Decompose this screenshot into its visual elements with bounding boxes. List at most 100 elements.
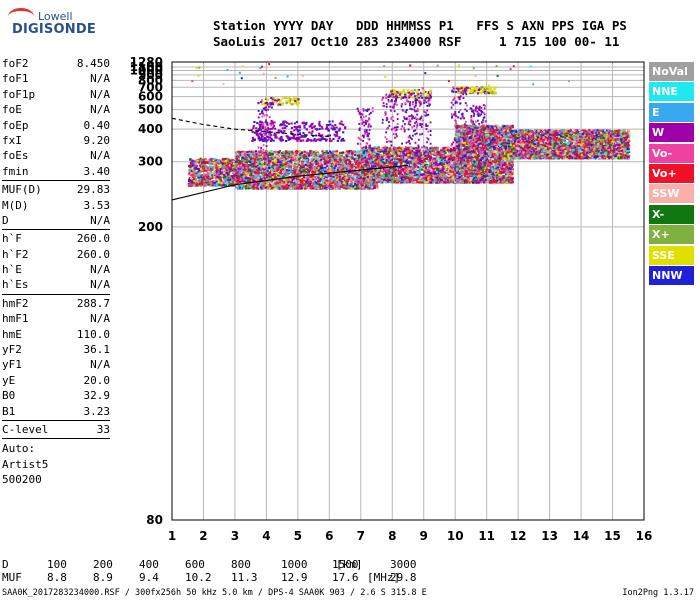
echo-point xyxy=(314,183,317,186)
echo-point xyxy=(269,172,272,175)
echo-point xyxy=(203,183,206,186)
echo-point xyxy=(273,163,276,166)
echo-point xyxy=(310,183,314,186)
echo-point xyxy=(233,169,236,172)
echo-point xyxy=(231,164,235,167)
echo-point xyxy=(215,180,218,183)
echo-point xyxy=(216,166,219,169)
echo-point xyxy=(315,160,318,163)
echo-point xyxy=(270,156,274,159)
echo-point xyxy=(258,153,261,156)
echo-point xyxy=(284,175,287,178)
echo-point xyxy=(321,184,324,187)
echo-point xyxy=(268,168,271,171)
echo-point xyxy=(300,161,304,164)
param-name: yE xyxy=(2,373,16,387)
echo-point xyxy=(209,162,212,165)
echo-point xyxy=(361,187,364,190)
echo-point xyxy=(275,151,278,154)
echo-point xyxy=(377,151,380,154)
echo-point xyxy=(229,180,232,183)
param-row: hmE 110.0 xyxy=(2,327,110,342)
echo-point xyxy=(255,163,259,166)
echo-point xyxy=(266,182,270,185)
echo-point xyxy=(284,174,287,177)
echo-point xyxy=(256,187,259,190)
echo-point xyxy=(300,151,304,154)
echo-point xyxy=(358,185,361,188)
echo-point xyxy=(309,162,313,165)
echo-point xyxy=(261,177,264,180)
echo-point xyxy=(197,174,200,177)
echo-point xyxy=(290,161,293,164)
echo-point xyxy=(335,174,338,177)
echo-point xyxy=(323,181,326,184)
echo-point xyxy=(276,165,279,168)
echo-point xyxy=(336,160,339,163)
legend-item-vominus: Vo- xyxy=(649,143,694,163)
echo-point xyxy=(282,150,285,153)
echo-point xyxy=(287,155,290,158)
echo-point xyxy=(197,170,200,173)
param-value: 110.0 xyxy=(76,327,110,341)
echo-point xyxy=(216,170,220,173)
echo-point xyxy=(408,154,411,157)
echo-point xyxy=(253,166,256,169)
y-tick-label: 500 xyxy=(138,103,163,117)
param-value: N/A xyxy=(90,103,110,117)
echo-point xyxy=(324,176,327,179)
echo-point xyxy=(345,167,348,170)
echo-point xyxy=(349,160,352,163)
echo-point xyxy=(272,184,275,187)
echo-point xyxy=(204,161,207,164)
param-value: 33 xyxy=(96,422,110,436)
echo-point xyxy=(438,168,441,171)
echo-point xyxy=(309,178,312,181)
echo-point xyxy=(300,163,304,166)
echo-point xyxy=(277,162,280,165)
echo-point xyxy=(366,182,370,185)
echo-point xyxy=(305,180,308,183)
echo-point xyxy=(338,175,342,178)
echo-point xyxy=(312,182,315,185)
echo-point xyxy=(222,172,225,175)
echo-point xyxy=(357,178,360,181)
echo-point xyxy=(331,173,334,176)
echo-point xyxy=(396,175,399,178)
echo-point xyxy=(303,172,306,175)
echo-point xyxy=(277,176,281,179)
echo-point xyxy=(279,163,282,166)
echo-point xyxy=(214,159,217,162)
echo-point xyxy=(353,158,356,161)
echo-point xyxy=(206,160,209,163)
echo-point xyxy=(328,184,331,187)
echo-point xyxy=(216,173,219,176)
echo-point xyxy=(258,161,261,164)
echo-point xyxy=(216,183,220,186)
echo-point xyxy=(280,157,283,160)
echo-point xyxy=(338,181,341,184)
plot-frame xyxy=(171,61,645,521)
echo-point xyxy=(268,154,271,157)
param-row: hmF2 288.7 xyxy=(2,296,110,311)
echo-point xyxy=(343,168,347,171)
y-tick-label: 300 xyxy=(138,155,163,169)
echo-point xyxy=(220,160,223,163)
echo-point xyxy=(287,157,290,160)
echo-point xyxy=(188,165,191,168)
echo-point xyxy=(280,176,283,179)
echo-point xyxy=(248,150,251,153)
echo-point xyxy=(344,165,348,168)
echo-point xyxy=(333,152,336,155)
echo-point xyxy=(270,153,273,156)
echo-point xyxy=(233,165,236,168)
echo-point xyxy=(304,187,307,190)
echo-point xyxy=(241,180,244,183)
echo-point xyxy=(274,182,278,185)
echo-point xyxy=(266,154,270,157)
echo-point xyxy=(308,185,312,188)
echo-point xyxy=(291,164,294,167)
echo-point xyxy=(253,155,257,158)
echo-point xyxy=(337,183,340,186)
echo-point xyxy=(405,158,409,161)
